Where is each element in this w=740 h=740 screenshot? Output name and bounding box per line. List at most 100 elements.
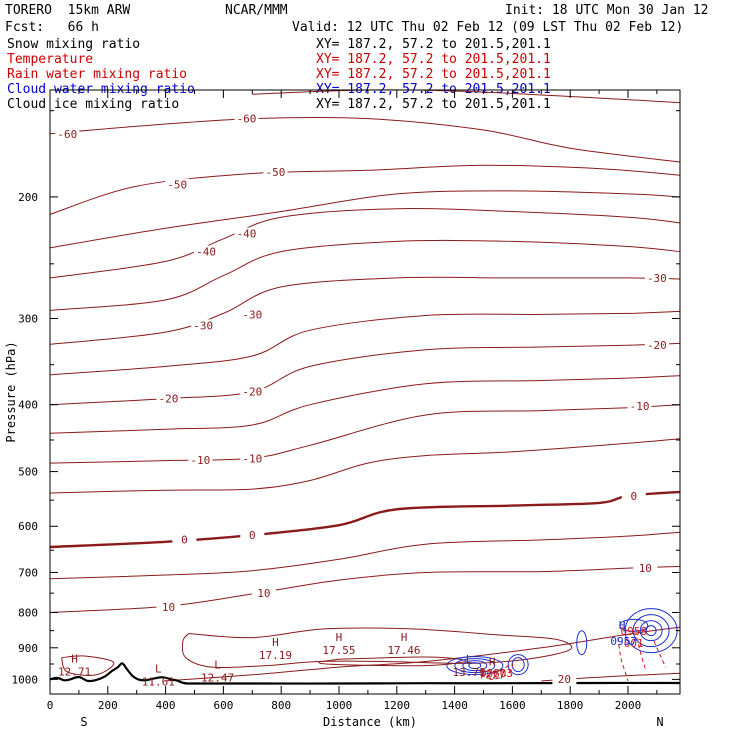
cloud-water-extremum: H (619, 619, 626, 632)
extremum-kind: H (71, 652, 78, 665)
cloud-water-contour (454, 658, 496, 674)
contour-label: 0 (249, 529, 256, 542)
contour-label: -30 (193, 319, 213, 332)
extremum-value: 17.55 (322, 644, 355, 657)
x-tick-label: 800 (271, 699, 291, 712)
contour-label-bg (621, 489, 646, 502)
legend-label: Rain water mixing ratio (7, 67, 188, 82)
legend-label: Cloud ice mixing ratio (7, 97, 180, 112)
extremum-value: 7227 (479, 669, 506, 682)
x-tick-label: 600 (213, 699, 233, 712)
x-tick-label: 0 (47, 699, 54, 712)
contour-label-bg (172, 533, 197, 546)
extremum-kind: L (214, 659, 221, 672)
forecast-hour: Fcst: 66 h (5, 20, 99, 35)
contour-label-bg (633, 562, 658, 575)
extremum-value: 13.71 (452, 666, 485, 679)
cloud-water-contour (446, 656, 504, 676)
isotherm-line (49, 404, 681, 464)
contour-label: -10 (190, 454, 210, 467)
contour-label-bg (552, 673, 577, 686)
extremum-value: 17.46 (387, 644, 420, 657)
isotherm-line (49, 207, 681, 279)
rain-water-contour (486, 663, 514, 680)
contour-label: 0 (630, 490, 637, 503)
x-axis-label: Distance (km) (323, 715, 417, 729)
contour-label-bg (240, 529, 265, 542)
x-tick-label: 1800 (557, 699, 584, 712)
extremum-value: 11.61 (142, 676, 175, 689)
cloud-water-contour (576, 630, 588, 656)
contour-label-bg (188, 453, 213, 466)
contour-label-bg (627, 400, 652, 413)
legend-coords: XY= 187.2, 57.2 to 201.5,201.1 (316, 52, 551, 67)
isotherm-line (49, 276, 681, 345)
extremum-kind: L (466, 653, 473, 666)
contour-label: -40 (196, 246, 216, 259)
isotherm-line (49, 490, 681, 549)
y-tick-label: 300 (18, 312, 38, 325)
contour-label-bg (194, 245, 219, 258)
contour-label: -30 (647, 272, 667, 285)
contour-label-bg (55, 127, 80, 140)
legend-coords: XY= 187.2, 57.2 to 201.5,201.1 (316, 97, 551, 112)
isotherm-line (165, 626, 681, 682)
contour-label: 10 (639, 562, 652, 575)
extremum-kind: H (336, 631, 343, 644)
contour-label: 20 (558, 673, 571, 686)
rain-water-contour (636, 637, 646, 669)
x-tick-label: 1600 (499, 699, 526, 712)
contour-label: -10 (242, 453, 262, 466)
legend-label: Temperature (7, 52, 94, 67)
isotherm-line (49, 531, 681, 580)
x-tick-label: 2000 (615, 699, 642, 712)
rain-water-label: 001 (624, 637, 644, 650)
contour-label-bg (234, 112, 259, 125)
contour-label: -30 (242, 308, 262, 321)
extremum-kind: H (489, 656, 496, 669)
plot-frame (49, 89, 681, 695)
contour-label: -10 (630, 400, 650, 413)
x-end-right: N (656, 715, 663, 729)
cloud-water-value: 0957 (610, 635, 637, 648)
y-tick-label: 900 (18, 642, 38, 655)
cloud-water-contour (507, 654, 529, 676)
legend-label: Snow mixing ratio (7, 37, 141, 52)
x-tick-label: 1200 (384, 699, 411, 712)
extremum-value: 12.71 (58, 665, 91, 678)
isotherm-line (49, 239, 681, 311)
isotherm-line (49, 116, 681, 163)
contour-label-bg (644, 339, 669, 352)
y-tick-label: 200 (18, 191, 38, 204)
cloud-water-contour (462, 660, 488, 672)
y-axis-label: Pressure (hPa) (4, 341, 18, 442)
contour-label: 10 (257, 587, 270, 600)
contour-label-bg (156, 392, 181, 405)
y-tick-label: 800 (18, 606, 38, 619)
contour-label-bg (644, 271, 669, 284)
x-tick-label: 200 (98, 699, 118, 712)
center-title: NCAR/MMM (225, 3, 288, 18)
isotherm-loop (61, 655, 115, 676)
extremum-value: 12.47 (201, 672, 234, 685)
contour-label: -60 (57, 128, 77, 141)
x-tick-label: 1000 (326, 699, 353, 712)
cloud-water-contour (645, 625, 657, 637)
contour-label: -20 (159, 393, 179, 406)
isotherm-loop (318, 656, 467, 667)
cloud-water-contour (468, 662, 482, 670)
y-tick-label: 1000 (12, 673, 39, 686)
y-tick-label: 700 (18, 566, 38, 579)
isotherm-line (49, 342, 681, 406)
isotherm-loop (181, 627, 573, 669)
isotherm-line (49, 190, 681, 249)
legend-coords: XY= 187.2, 57.2 to 201.5,201.1 (316, 37, 551, 52)
x-end-left: S (80, 715, 87, 729)
x-tick-label: 400 (156, 699, 176, 712)
contour-label-bg (156, 600, 181, 613)
contour-label-bg (165, 178, 190, 191)
contour-label: -50 (167, 179, 187, 192)
rain-water-label: 0958 (621, 625, 648, 638)
contour-label-bg (191, 319, 216, 332)
